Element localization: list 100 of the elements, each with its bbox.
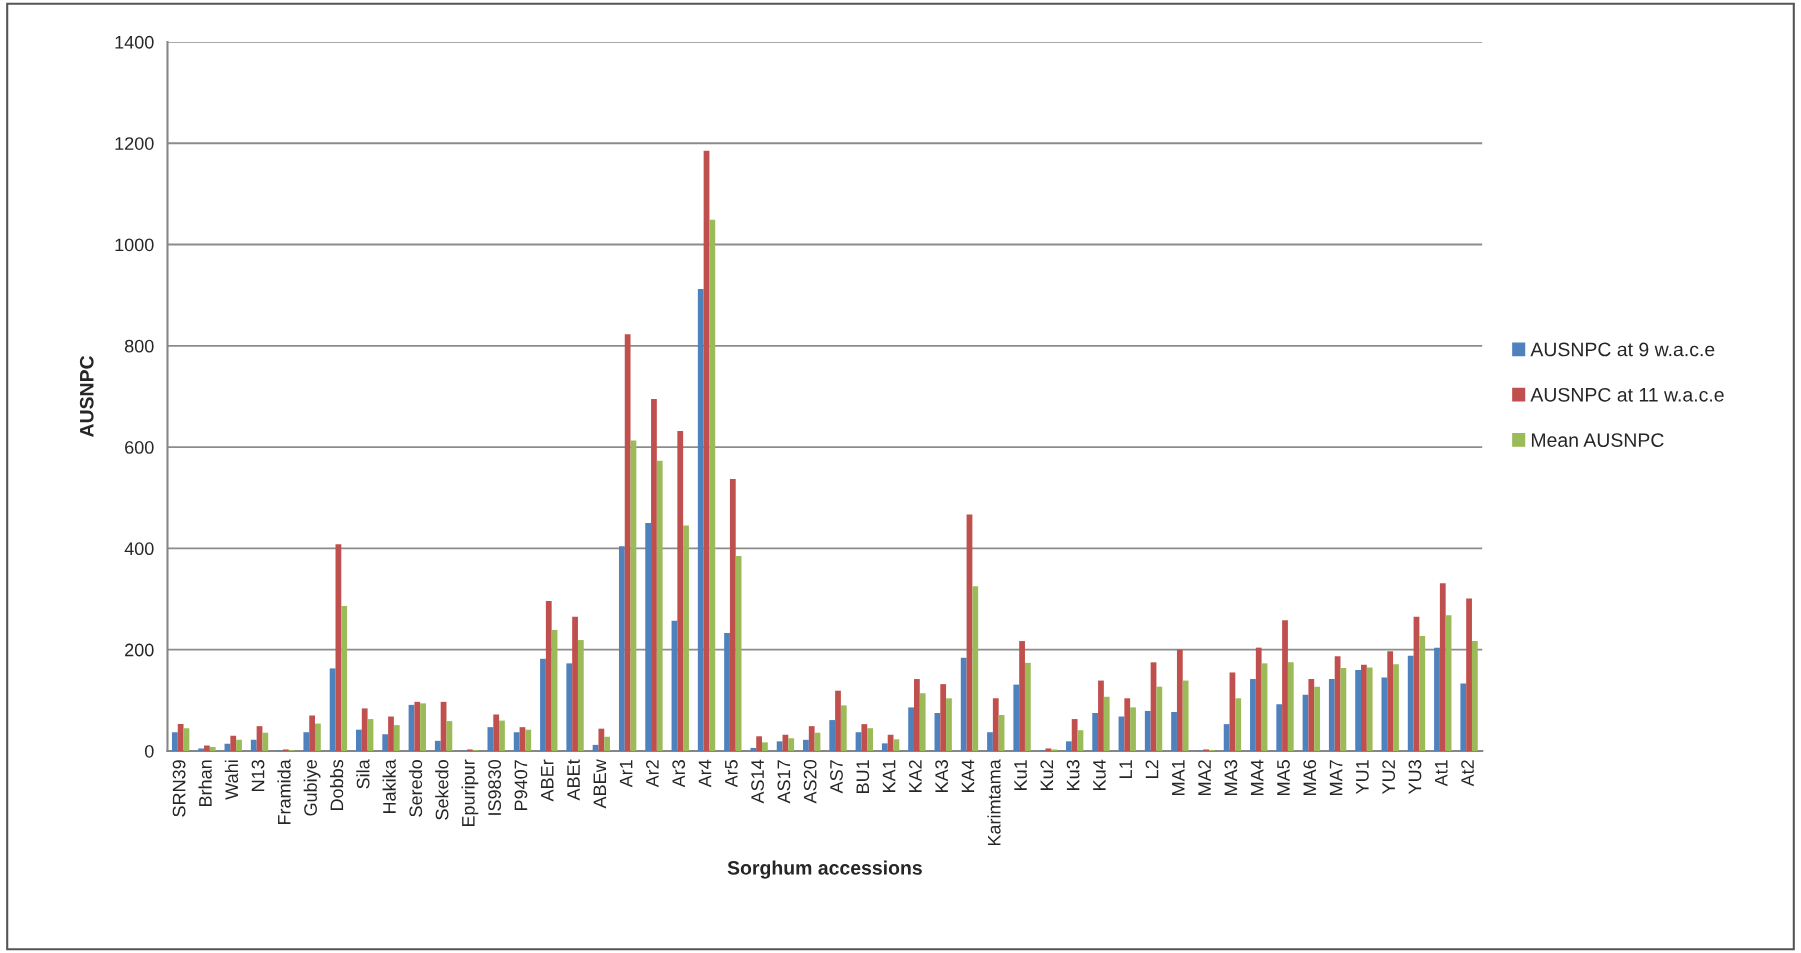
x-tick-label: KA2 [908, 760, 922, 792]
bar [1019, 641, 1025, 751]
bar [1130, 707, 1136, 751]
bar [729, 479, 736, 751]
x-tick-label: At2 [1461, 760, 1474, 787]
bar [829, 720, 836, 751]
bar [1171, 711, 1177, 751]
bar [598, 728, 605, 751]
bar [262, 732, 269, 751]
bar [1103, 696, 1110, 751]
x-tick-label: KA1 [882, 760, 896, 792]
x-tick-label: AS14 [751, 759, 764, 804]
bar [1176, 649, 1183, 751]
x-tick-label: ABEw [593, 759, 607, 809]
x-tick-label: YU3 [1408, 760, 1422, 795]
bar [1328, 679, 1335, 751]
bar [697, 289, 704, 751]
x-tick-label: Ar5 [725, 760, 738, 788]
y-axis-title: AUSNPC [79, 355, 94, 438]
bar [1065, 741, 1072, 751]
bar [577, 640, 584, 751]
x-tick-label: MA5 [1277, 760, 1290, 795]
legend-label: Mean AUSNPC [1531, 433, 1664, 448]
bar [341, 606, 348, 751]
bar [756, 736, 763, 751]
x-tick-label: N13 [251, 760, 265, 791]
y-tick-label: 1200 [115, 137, 154, 150]
bar [960, 657, 967, 751]
bar [987, 732, 993, 751]
x-tick-label: KA4 [961, 759, 975, 792]
y-tick-label: 0 [144, 744, 154, 758]
bar [1460, 683, 1467, 751]
bar [1223, 724, 1230, 751]
x-tick-label: MA1 [1172, 760, 1185, 795]
bar [420, 703, 426, 751]
y-tick-label: 200 [125, 643, 154, 657]
bar [776, 741, 783, 751]
x-tick-label: MA7 [1329, 760, 1343, 795]
x-tick-label: Gubiye [303, 760, 321, 816]
bar [329, 668, 336, 751]
bar [198, 748, 205, 751]
bar [315, 723, 321, 751]
bar [1124, 698, 1131, 751]
x-tick-label: MA4 [1250, 759, 1264, 795]
x-tick-label: ABEt [567, 759, 580, 801]
bar [683, 525, 689, 751]
bar [1314, 686, 1320, 751]
bar [1355, 669, 1361, 751]
bar [1407, 655, 1414, 751]
bar [861, 724, 868, 751]
bar [677, 430, 684, 751]
bar [487, 727, 494, 751]
x-tick-label: P9407 [514, 760, 528, 811]
x-tick-label: YU1 [1356, 760, 1369, 795]
x-tick-label: L2 [1145, 760, 1159, 778]
bar [1361, 664, 1367, 751]
bar [1387, 651, 1394, 751]
x-tick-label: Framida [277, 759, 291, 825]
y-tick-label: 800 [124, 339, 154, 353]
x-tick-label: Sekedo [435, 760, 449, 820]
bar [209, 746, 216, 751]
bar [1282, 620, 1288, 751]
bar [1308, 679, 1315, 751]
bar [1439, 583, 1446, 751]
bar [309, 715, 316, 751]
x-tick-label: Ar2 [646, 760, 659, 788]
x-tick-label: Hakika [382, 759, 396, 813]
y-tick-label: 1400 [115, 35, 154, 49]
y-tick-label: 1000 [115, 238, 154, 252]
x-tick-label: SRN39 [172, 760, 186, 817]
x-tick-label: AS17 [777, 760, 791, 804]
legend-label: AUSNPC at 11 w.a.c.e [1530, 387, 1724, 402]
bar [624, 334, 631, 751]
bar [361, 708, 368, 751]
x-tick-label: L1 [1119, 760, 1132, 778]
bar [808, 726, 815, 751]
bar [645, 523, 652, 751]
bar [545, 601, 552, 751]
bar [493, 714, 500, 751]
bar [1013, 684, 1020, 751]
bar [177, 724, 184, 751]
bar [618, 546, 625, 751]
bar [946, 698, 952, 751]
bar [513, 732, 520, 751]
bar [709, 219, 716, 751]
bar [881, 743, 888, 751]
bar [1434, 647, 1440, 751]
x-tick-label: YU2 [1382, 760, 1396, 795]
x-tick-label: Ar1 [619, 760, 633, 788]
bar [735, 555, 742, 751]
bar [230, 735, 237, 751]
bar [388, 716, 394, 751]
bar [236, 739, 242, 751]
bar [540, 658, 546, 751]
bar [656, 460, 663, 751]
bar [572, 616, 578, 751]
x-tick-label: Ku3 [1066, 760, 1080, 790]
x-tick-label: IS9830 [488, 760, 502, 815]
bar [914, 679, 920, 751]
x-tick-label: Epuripur [461, 759, 479, 827]
